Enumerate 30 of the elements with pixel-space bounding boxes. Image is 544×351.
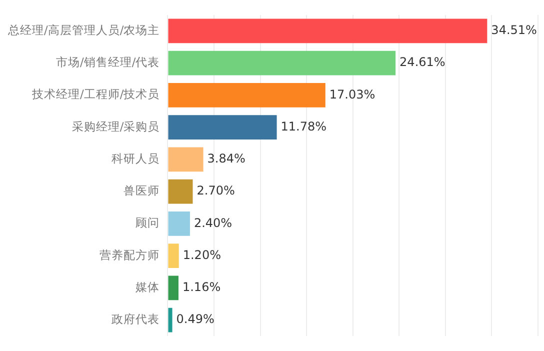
- bar: [168, 115, 277, 140]
- data-label: 3.84%: [207, 152, 246, 166]
- data-label: 2.40%: [194, 216, 232, 230]
- bar: [168, 147, 204, 172]
- bar: [168, 82, 326, 108]
- data-label: 2.70%: [196, 184, 235, 198]
- bar: [168, 211, 190, 236]
- bar: [168, 276, 178, 300]
- bar: [168, 18, 488, 44]
- y-tick-label: 技术经理/工程师/技术员: [31, 87, 160, 102]
- data-label: 11.78%: [280, 119, 327, 134]
- y-tick-label: 政府代表: [112, 312, 160, 326]
- y-tick-label: 营养配方师: [100, 248, 160, 262]
- data-label: 17.03%: [329, 87, 376, 102]
- y-tick-label: 市场/销售经理/代表: [56, 55, 160, 70]
- data-label: 1.16%: [182, 280, 221, 294]
- bar: [168, 308, 172, 332]
- y-tick-label: 总经理/高层管理人员/农场主: [7, 22, 160, 37]
- y-tick-label: 采购经理/采购员: [72, 119, 160, 134]
- y-tick-label: 顾问: [136, 216, 160, 230]
- y-tick-label: 媒体: [136, 280, 160, 294]
- y-tick-label: 科研人员: [112, 151, 160, 166]
- data-label: 34.51%: [491, 23, 537, 38]
- data-label: 0.49%: [176, 312, 214, 326]
- bar: [168, 244, 179, 268]
- data-label: 1.20%: [182, 248, 221, 262]
- bar: [168, 50, 396, 76]
- data-label: 24.61%: [400, 55, 446, 70]
- y-tick-label: 兽医师: [124, 184, 160, 198]
- bar: [168, 179, 193, 204]
